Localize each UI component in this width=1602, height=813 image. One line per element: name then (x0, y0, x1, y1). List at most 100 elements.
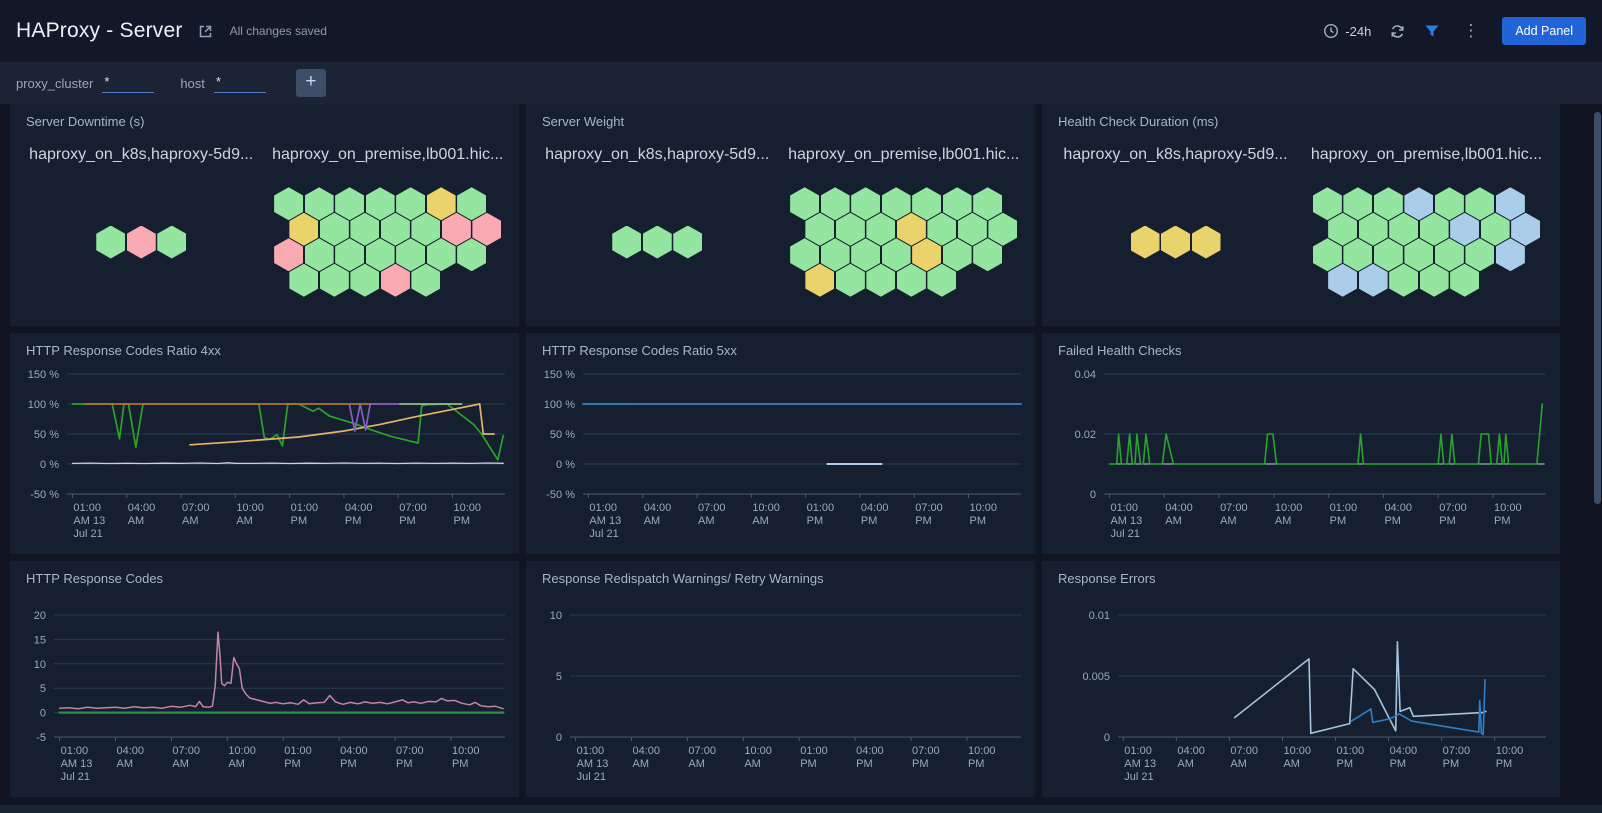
hex-cell[interactable] (927, 212, 957, 246)
hex-cell[interactable] (380, 212, 410, 246)
panel-http-response-codes[interactable]: HTTP Response Codes 20 15 10 5 0 -5 01:00 AM 13 J… (10, 561, 519, 797)
hex-cell[interactable] (396, 187, 426, 221)
hex-cell[interactable] (1389, 212, 1419, 246)
hex-cell[interactable] (1480, 212, 1510, 246)
hex-cell[interactable] (1419, 212, 1449, 246)
panel-http-response-codes-ratio-4xx[interactable]: HTTP Response Codes Ratio 4xx 150 % 100 % 5… (10, 333, 519, 554)
hex-cell[interactable] (126, 225, 156, 259)
hex-cell[interactable] (319, 212, 349, 246)
hex-cell[interactable] (790, 187, 820, 221)
hex-cell[interactable] (1343, 187, 1373, 221)
hex-cell[interactable] (1130, 225, 1160, 259)
hex-cell[interactable] (866, 263, 896, 297)
panel-server-downtime-s[interactable]: Server Downtime (s) haproxy_on_k8s,haprox… (10, 104, 519, 326)
hex-cell[interactable] (411, 212, 441, 246)
hex-cell[interactable] (457, 238, 487, 272)
hex-cell[interactable] (1328, 263, 1358, 297)
add-filter-button[interactable]: + (295, 69, 326, 97)
host-input[interactable]: * (213, 74, 266, 93)
hex-cell[interactable] (790, 238, 820, 272)
hex-cell[interactable] (1419, 263, 1449, 297)
hex-cell[interactable] (365, 187, 395, 221)
hex-cell[interactable] (365, 238, 395, 272)
hex-cell[interactable] (1191, 225, 1221, 259)
refresh-button[interactable] (1389, 23, 1406, 40)
hex-cell[interactable] (441, 212, 471, 246)
filter-button[interactable] (1424, 23, 1440, 39)
hex-cell[interactable] (835, 263, 865, 297)
hex-cell[interactable] (805, 212, 835, 246)
hex-cell[interactable] (866, 212, 896, 246)
share-icon[interactable] (197, 23, 214, 40)
hex-cell[interactable] (350, 212, 380, 246)
hex-cell[interactable] (304, 187, 334, 221)
panel-health-check-duration-ms[interactable]: Health Check Duration (ms) haproxy_on_k8s… (1042, 104, 1560, 326)
panel-response-redispatch-warnings-retry-warnings[interactable]: Response Redispatch Warnings/ Retry Warn… (526, 561, 1035, 797)
hex-cell[interactable] (942, 187, 972, 221)
more-menu-button[interactable]: ⋮ (1462, 21, 1481, 40)
hex-cell[interactable] (96, 225, 126, 259)
hex-cell[interactable] (1404, 238, 1434, 272)
hex-cell[interactable] (335, 187, 365, 221)
hex-cell[interactable] (1343, 238, 1373, 272)
hex-cell[interactable] (157, 225, 187, 259)
hex-cell[interactable] (1373, 187, 1403, 221)
hex-cell[interactable] (1450, 212, 1480, 246)
hex-cell[interactable] (350, 263, 380, 297)
hex-cell[interactable] (612, 225, 642, 259)
hex-cell[interactable] (835, 212, 865, 246)
hex-cell[interactable] (1495, 187, 1525, 221)
hex-cell[interactable] (457, 187, 487, 221)
hex-cell[interactable] (426, 238, 456, 272)
hex-cell[interactable] (1450, 263, 1480, 297)
hex-cell[interactable] (1358, 212, 1388, 246)
hex-cell[interactable] (1495, 238, 1525, 272)
hex-cell[interactable] (289, 212, 319, 246)
hex-cell[interactable] (1434, 187, 1464, 221)
panel-server-weight[interactable]: Server Weight haproxy_on_k8s,haproxy-5d9.… (526, 104, 1035, 326)
hex-cell[interactable] (1434, 238, 1464, 272)
hex-cell[interactable] (927, 263, 957, 297)
vertical-scrollbar-thumb[interactable] (1594, 112, 1601, 504)
hex-cell[interactable] (881, 238, 911, 272)
time-range-button[interactable]: -24h (1323, 23, 1371, 39)
hex-cell[interactable] (274, 187, 304, 221)
hex-cell[interactable] (912, 187, 942, 221)
hex-cell[interactable] (319, 263, 349, 297)
hex-cell[interactable] (973, 238, 1003, 272)
hex-cell[interactable] (896, 212, 926, 246)
hex-cell[interactable] (820, 238, 850, 272)
hex-cell[interactable] (1389, 263, 1419, 297)
hex-cell[interactable] (851, 187, 881, 221)
panel-response-errors[interactable]: Response Errors 0.01 0.005 0 01:00 AM 13 Jul 2… (1042, 561, 1560, 797)
hex-cell[interactable] (1312, 238, 1342, 272)
hex-cell[interactable] (851, 238, 881, 272)
hex-cell[interactable] (472, 212, 502, 246)
hex-cell[interactable] (805, 263, 835, 297)
hex-cell[interactable] (1465, 187, 1495, 221)
hex-cell[interactable] (289, 263, 319, 297)
hex-cell[interactable] (1404, 187, 1434, 221)
hex-cell[interactable] (1511, 212, 1541, 246)
hex-cell[interactable] (942, 238, 972, 272)
hex-cell[interactable] (1465, 238, 1495, 272)
hex-cell[interactable] (896, 263, 926, 297)
hex-cell[interactable] (820, 187, 850, 221)
hex-cell[interactable] (957, 212, 987, 246)
hex-cell[interactable] (396, 238, 426, 272)
hex-cell[interactable] (673, 225, 703, 259)
hex-cell[interactable] (304, 238, 334, 272)
hex-cell[interactable] (380, 263, 410, 297)
add-panel-button[interactable]: Add Panel (1502, 17, 1586, 45)
hex-cell[interactable] (1328, 212, 1358, 246)
hex-cell[interactable] (1358, 263, 1388, 297)
hex-cell[interactable] (988, 212, 1018, 246)
hex-cell[interactable] (642, 225, 672, 259)
hex-cell[interactable] (411, 263, 441, 297)
hex-cell[interactable] (335, 238, 365, 272)
hex-cell[interactable] (426, 187, 456, 221)
hex-cell[interactable] (1373, 238, 1403, 272)
proxy-cluster-input[interactable]: * (102, 74, 155, 93)
panel-http-response-codes-ratio-5xx[interactable]: HTTP Response Codes Ratio 5xx 150 % 100 % 5… (526, 333, 1035, 554)
hex-cell[interactable] (912, 238, 942, 272)
